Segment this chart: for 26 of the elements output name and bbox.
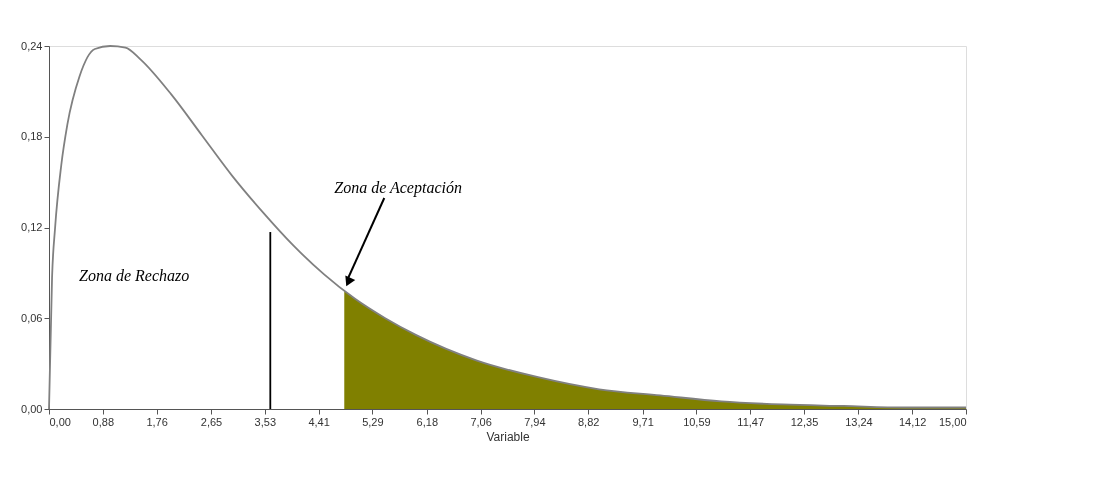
x-tick-label: 12,35: [790, 415, 819, 428]
x-tick-label: 3,53: [254, 415, 277, 428]
annotation: Zona de Rechazo: [79, 267, 190, 284]
y-tick-label: 0,24: [21, 39, 43, 52]
x-tick-label: 8,82: [577, 415, 600, 428]
x-tick-label: 5,29: [362, 415, 384, 428]
x-tick-label: 9,71: [632, 415, 654, 428]
x-tick-label: 4,41: [308, 415, 330, 428]
x-tick-label: 0,00: [49, 415, 71, 428]
y-tick-label: 0,12: [21, 221, 43, 233]
y-tick-label: 0,00: [21, 402, 43, 415]
y-tick-label: 0,18: [21, 130, 43, 143]
x-tick-label: 15,00: [938, 415, 967, 428]
x-tick-label: 14,12: [898, 415, 927, 428]
x-tick-label: 0,88: [92, 415, 115, 428]
x-tick-label: 2,65: [200, 415, 223, 428]
x-tick-label: 7,94: [524, 415, 546, 428]
x-axis-title: Variable: [486, 429, 530, 444]
x-tick-label: 6,18: [416, 415, 439, 428]
x-tick-label: 7,06: [470, 415, 492, 428]
x-tick-label: 11,47: [737, 415, 765, 428]
x-tick-label: 13,24: [845, 415, 873, 428]
x-tick-label: 10,59: [683, 415, 711, 428]
y-tick-label: 0,06: [21, 311, 43, 324]
annotation: Zona de Aceptación: [334, 179, 462, 197]
x-tick-label: 1,76: [146, 415, 168, 428]
